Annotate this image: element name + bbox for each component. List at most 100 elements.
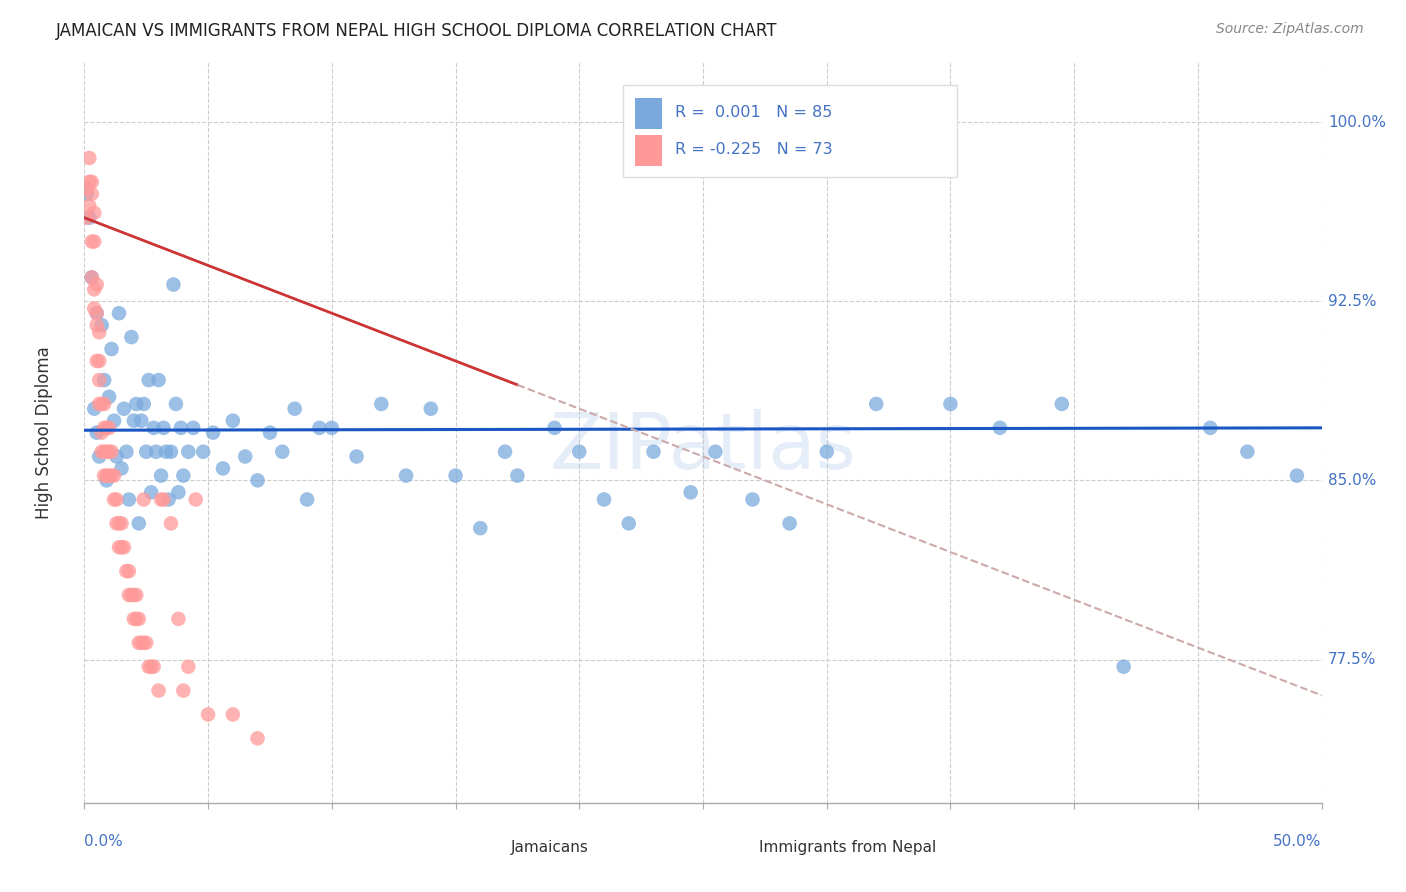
- Point: [295, 492, 318, 507]
- Point: [865, 397, 887, 411]
- Text: JAMAICAN VS IMMIGRANTS FROM NEPAL HIGH SCHOOL DIPLOMA CORRELATION CHART: JAMAICAN VS IMMIGRANTS FROM NEPAL HIGH S…: [56, 22, 778, 40]
- Point: [96, 421, 118, 435]
- Point: [1236, 444, 1258, 458]
- Point: [112, 541, 135, 555]
- Point: [108, 306, 131, 320]
- Point: [79, 211, 101, 225]
- Text: High School Diploma: High School Diploma: [35, 346, 52, 519]
- FancyBboxPatch shape: [623, 85, 956, 178]
- FancyBboxPatch shape: [481, 832, 508, 863]
- Point: [222, 414, 245, 428]
- Point: [80, 270, 103, 285]
- Point: [98, 390, 121, 404]
- Point: [145, 444, 167, 458]
- Point: [128, 612, 150, 626]
- Point: [444, 468, 467, 483]
- Point: [167, 485, 190, 500]
- Point: [83, 301, 105, 316]
- Point: [122, 414, 145, 428]
- Point: [129, 414, 152, 428]
- Point: [93, 397, 115, 411]
- Point: [138, 659, 160, 673]
- Point: [148, 373, 170, 387]
- Text: Immigrants from Nepal: Immigrants from Nepal: [759, 839, 936, 855]
- Point: [90, 318, 112, 333]
- Point: [271, 444, 294, 458]
- Point: [98, 468, 121, 483]
- Point: [125, 588, 148, 602]
- Point: [506, 468, 529, 483]
- Point: [160, 444, 183, 458]
- Point: [150, 468, 173, 483]
- Point: [89, 373, 111, 387]
- Point: [259, 425, 281, 440]
- Point: [108, 516, 131, 531]
- Point: [100, 444, 122, 458]
- Point: [83, 235, 105, 249]
- Point: [494, 444, 516, 458]
- Point: [191, 444, 214, 458]
- Point: [160, 516, 183, 531]
- Point: [568, 444, 591, 458]
- Point: [105, 492, 128, 507]
- Point: [110, 461, 132, 475]
- Point: [93, 468, 115, 483]
- Point: [96, 474, 118, 488]
- Point: [98, 421, 121, 435]
- Point: [148, 683, 170, 698]
- Text: 100.0%: 100.0%: [1327, 115, 1386, 129]
- Point: [93, 373, 115, 387]
- Text: 50.0%: 50.0%: [1274, 834, 1322, 849]
- Point: [105, 516, 128, 531]
- Point: [246, 731, 269, 746]
- Point: [593, 492, 616, 507]
- Point: [89, 326, 111, 340]
- Point: [86, 354, 108, 368]
- Point: [129, 636, 152, 650]
- Point: [815, 444, 838, 458]
- Text: 85.0%: 85.0%: [1327, 473, 1376, 488]
- Point: [125, 397, 148, 411]
- Point: [284, 401, 307, 416]
- Point: [118, 588, 141, 602]
- Point: [96, 444, 118, 458]
- Point: [150, 492, 173, 507]
- Point: [135, 444, 157, 458]
- Point: [184, 492, 207, 507]
- Point: [181, 421, 204, 435]
- Text: Jamaicans: Jamaicans: [512, 839, 589, 855]
- Point: [125, 612, 148, 626]
- Point: [246, 474, 269, 488]
- Point: [141, 659, 163, 673]
- Point: [80, 270, 103, 285]
- Point: [122, 588, 145, 602]
- Point: [86, 306, 108, 320]
- Point: [110, 541, 132, 555]
- Point: [122, 612, 145, 626]
- Point: [76, 211, 98, 225]
- Point: [80, 175, 103, 189]
- Point: [110, 516, 132, 531]
- Text: R = -0.225   N = 73: R = -0.225 N = 73: [675, 143, 832, 157]
- Point: [115, 564, 138, 578]
- Point: [779, 516, 801, 531]
- Point: [112, 401, 135, 416]
- Point: [103, 468, 125, 483]
- Point: [152, 421, 174, 435]
- Point: [172, 683, 194, 698]
- Point: [96, 468, 118, 483]
- Point: [162, 277, 184, 292]
- Point: [80, 235, 103, 249]
- Point: [141, 485, 163, 500]
- FancyBboxPatch shape: [636, 98, 662, 129]
- Text: R =  0.001   N = 85: R = 0.001 N = 85: [675, 105, 832, 120]
- Point: [120, 588, 142, 602]
- Point: [98, 444, 121, 458]
- Point: [89, 354, 111, 368]
- Point: [167, 612, 190, 626]
- Point: [79, 199, 101, 213]
- Point: [120, 330, 142, 344]
- Point: [103, 492, 125, 507]
- Point: [939, 397, 962, 411]
- Point: [132, 492, 155, 507]
